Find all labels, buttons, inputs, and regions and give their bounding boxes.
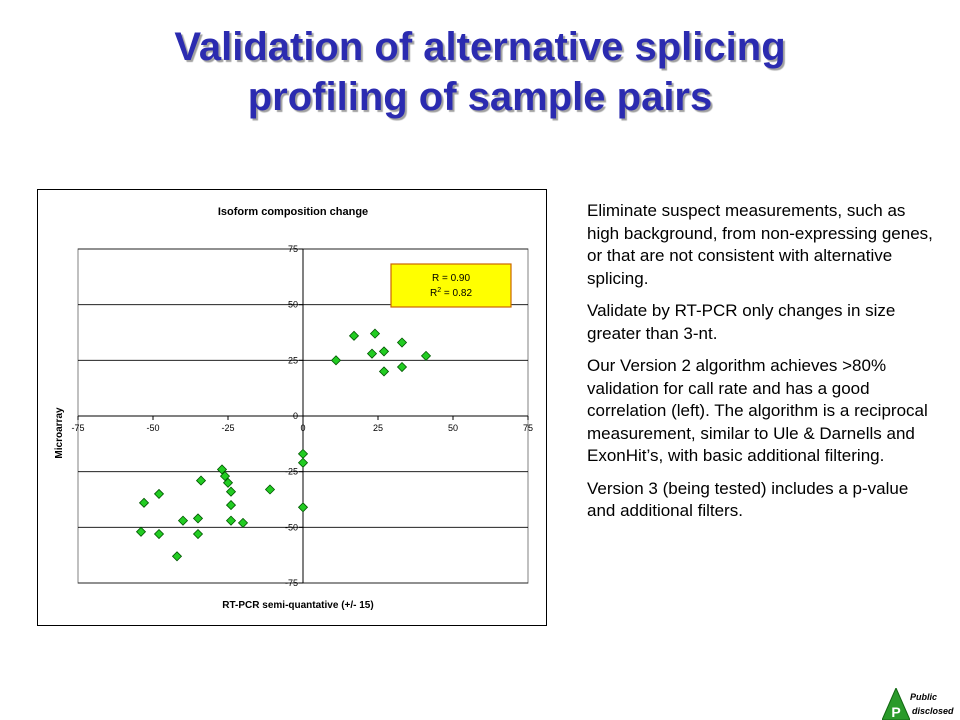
- annotation-r2-rest: = 0.82: [441, 288, 472, 299]
- data-point: [216, 464, 228, 475]
- annotation-r2-sup: 2: [437, 287, 441, 294]
- data-point: [264, 484, 276, 495]
- data-point: [225, 486, 237, 497]
- data-point: [369, 328, 381, 339]
- data-point: [153, 488, 165, 499]
- data-point: [297, 457, 309, 468]
- logo-word-public: Public: [910, 692, 938, 702]
- x-tick-label: -75: [71, 423, 84, 433]
- data-point: [171, 551, 183, 562]
- y-tick-label: -50: [285, 522, 298, 532]
- data-point: [138, 497, 150, 508]
- annotation-background: [390, 263, 512, 308]
- title-line-1: Validation of alternative splicing: [174, 25, 786, 69]
- data-point: [225, 515, 237, 526]
- logo-word-disclosed: disclosed: [912, 706, 954, 716]
- y-tick-label: 75: [288, 244, 298, 254]
- body-paragraph-4: Version 3 (being tested) includes a p-va…: [587, 478, 909, 521]
- x-tick-label: 0: [300, 423, 305, 433]
- tick-labels: -75 -50 -25 0 25 50 75 75 50 25 0 -25 -50 -75: [71, 244, 533, 588]
- annotation-box: R = 0.90 R2 = 0.82: [390, 263, 512, 308]
- x-tick-label: -25: [221, 423, 234, 433]
- data-point: [153, 528, 165, 540]
- data-point: [135, 526, 147, 537]
- data-point: [192, 528, 204, 540]
- y-tick-label: -25: [285, 467, 298, 477]
- data-point: [396, 337, 408, 348]
- annotation-r-squared: R2 = 0.82: [430, 287, 472, 299]
- data-point: [297, 502, 309, 513]
- public-disclosed-logo: P Public disclosed: [882, 688, 958, 720]
- scatter-chart: Isoform composition change -75 -50 -25 0 25 5…: [37, 189, 547, 626]
- data-point: [222, 477, 234, 488]
- body-paragraph-2: Validate by RT-PCR only changes in size …: [587, 301, 896, 343]
- data-point: [177, 515, 189, 526]
- y-tick-label: 25: [288, 355, 298, 365]
- chart-canvas: Isoform composition change -75 -50 -25 0 25 5…: [54, 206, 533, 611]
- x-tick-label: 75: [523, 423, 533, 433]
- y-tick-label: 0: [293, 411, 298, 421]
- slide-title: Validation of alternative splicing profi…: [40, 22, 920, 122]
- x-tick-label: 50: [448, 423, 458, 433]
- body-text: Eliminate suspect measurements, such as …: [587, 200, 937, 533]
- x-tick-label: -50: [146, 423, 159, 433]
- data-point: [192, 513, 204, 524]
- x-axis-label: RT-PCR semi-quantative (+/- 15): [222, 600, 373, 611]
- logo-triangle-icon: P: [882, 688, 910, 720]
- chart-title: Isoform composition change: [218, 206, 368, 218]
- axes: [77, 248, 529, 584]
- data-points: [135, 328, 432, 562]
- annotation-r2-base: R: [430, 288, 437, 299]
- data-point: [219, 471, 231, 482]
- data-point: [366, 348, 378, 359]
- body-paragraph-3: Our Version 2 algorithm achieves >80% va…: [587, 356, 928, 465]
- y-tick-label: -75: [285, 578, 298, 588]
- x-tick-label: 25: [373, 423, 383, 433]
- data-point: [195, 475, 207, 486]
- data-point: [396, 361, 408, 373]
- logo-letter: P: [891, 704, 900, 720]
- data-point: [378, 346, 390, 357]
- title-line-2: profiling of sample pairs: [247, 75, 713, 119]
- data-point: [225, 500, 237, 511]
- data-point: [330, 355, 342, 366]
- annotation-r: R = 0.90: [432, 273, 471, 284]
- body-paragraph-1: Eliminate suspect measurements, such as …: [587, 201, 933, 288]
- y-axis-label: Microarray: [54, 407, 65, 459]
- data-point: [237, 517, 249, 528]
- data-point: [420, 350, 432, 361]
- data-point: [378, 366, 390, 377]
- y-tick-label: 50: [288, 300, 298, 310]
- data-point: [348, 330, 360, 341]
